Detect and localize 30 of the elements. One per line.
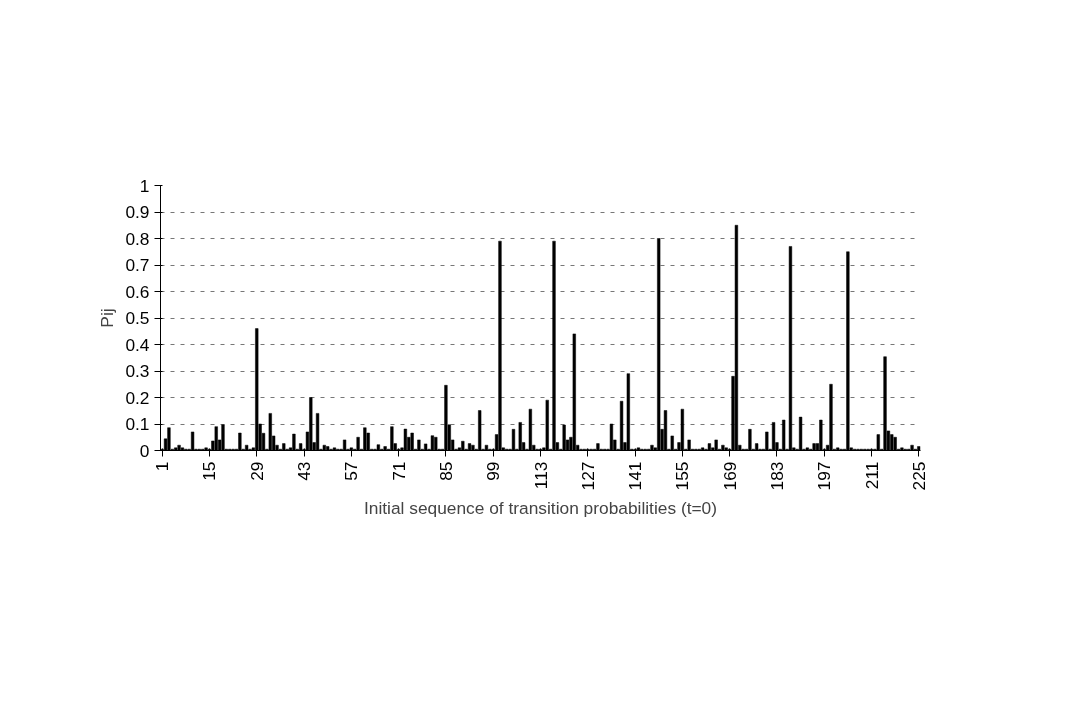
y-tick-label: 0.3 [125, 361, 150, 381]
x-tick-label: 183 [766, 461, 787, 491]
x-tick-label: 197 [814, 461, 835, 491]
x-tick-label: 15 [199, 461, 220, 481]
y-tick-label: 0.1 [125, 414, 150, 434]
x-tick-label: 57 [341, 461, 362, 481]
x-tick-label: 1 [152, 461, 173, 472]
y-tick-label: 0.6 [125, 281, 150, 302]
x-tick-label: 141 [625, 461, 646, 491]
x-tick-label: 99 [483, 461, 504, 481]
y-tick-label: 0.8 [125, 228, 150, 249]
y-axis-title: Pij [97, 308, 118, 328]
x-tick-label: 169 [719, 461, 740, 491]
y-tick-label: 1 [139, 175, 150, 196]
y-tick-label: 0.9 [125, 202, 150, 222]
y-tick-label: 0.5 [125, 308, 150, 328]
x-tick-label: 155 [672, 461, 693, 491]
y-tick-label: 0.2 [125, 387, 150, 408]
y-tick-label: 0.7 [125, 255, 150, 275]
x-tick-label: 127 [577, 461, 598, 491]
x-tick-label: 29 [246, 461, 267, 481]
x-tick-label: 43 [294, 461, 315, 481]
x-tick-label: 113 [530, 461, 551, 490]
x-tick-label: 85 [435, 461, 456, 481]
x-axis-title: Initial sequence of transition probabilities (t=0) [363, 498, 718, 519]
y-tick-label: 0 [139, 440, 150, 461]
x-tick-label: 71 [388, 461, 409, 481]
x-tick-label: 211 [861, 461, 882, 490]
x-tick-label: 225 [908, 461, 929, 491]
y-tick-label: 0.4 [125, 334, 150, 355]
